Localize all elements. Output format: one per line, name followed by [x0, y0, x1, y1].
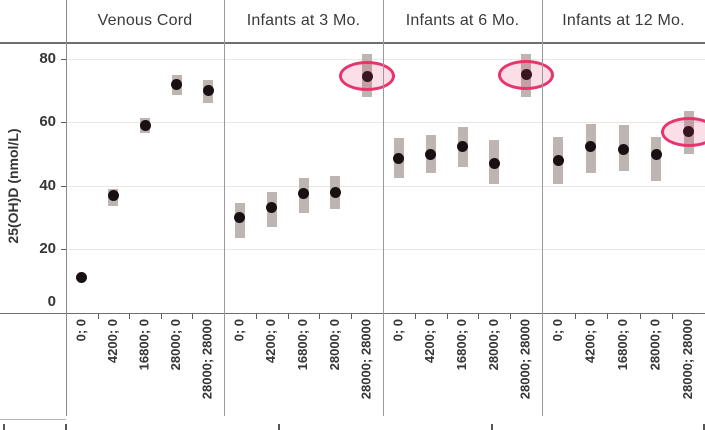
panel-title: Infants at 12 Mo.	[562, 12, 685, 29]
y-tick-label: 20	[39, 240, 56, 258]
x-axis-tick	[446, 313, 448, 319]
y-axis-tick	[61, 185, 66, 187]
x-tick-label: 28000; 0	[485, 319, 501, 371]
x-axis-tick	[607, 313, 609, 319]
y-axis-tick	[61, 58, 66, 60]
x-axis-tick	[160, 313, 162, 319]
x-axis-tick	[255, 313, 257, 319]
x-axis-tick	[574, 313, 576, 319]
x-tick-label: 28000; 0	[168, 319, 184, 371]
y-axis-tick	[61, 122, 66, 124]
data-point-dot	[457, 140, 468, 152]
y-tick-label: 60	[39, 113, 56, 131]
data-point-dot	[76, 272, 88, 284]
x-tick-label: 4200; 0	[582, 319, 598, 364]
y-tick-label: 40	[39, 176, 56, 194]
y-axis-tick	[61, 249, 66, 251]
panel-divider	[382, 0, 384, 416]
bottom-edge-tick	[491, 424, 493, 430]
data-point-dot	[650, 148, 662, 160]
data-point-dot	[488, 158, 500, 169]
panel-title: Infants at 3 Mo.	[246, 12, 361, 29]
data-point-dot	[107, 189, 119, 201]
x-axis-tick	[97, 313, 99, 319]
data-point-dot	[234, 211, 246, 223]
data-point-dot	[298, 188, 309, 200]
x-axis-tick	[414, 313, 416, 319]
x-tick-label: 0; 0	[73, 319, 89, 342]
header-separator-line	[0, 42, 705, 44]
gridline	[66, 122, 705, 124]
highlight-ellipse	[660, 116, 705, 147]
x-axis-tick	[639, 313, 641, 319]
x-tick-label: 4200; 0	[104, 319, 120, 364]
x-axis-tick	[129, 313, 131, 319]
x-tick-label: 0; 0	[390, 319, 406, 342]
x-tick-label: 4200; 0	[263, 319, 279, 364]
x-tick-label: 4200; 0	[422, 319, 438, 364]
bottom-edge-tick	[278, 424, 280, 430]
data-point-dot	[202, 85, 214, 97]
x-tick-label: 28000; 0	[647, 319, 663, 371]
y-tick-label: 0	[47, 293, 56, 310]
data-point-dot	[585, 140, 597, 152]
x-tick-label: 28000; 28000	[358, 319, 374, 400]
data-point-dot	[618, 143, 629, 155]
bottom-edge-tick	[3, 424, 5, 430]
x-axis-tick	[287, 313, 289, 319]
highlight-ellipse	[498, 59, 555, 90]
x-tick-label: 28000; 28000	[680, 319, 696, 400]
panel-title: Infants at 6 Mo.	[405, 12, 520, 29]
next-row-partial-line	[0, 419, 66, 420]
gridline	[66, 58, 705, 60]
data-point-dot	[266, 202, 278, 214]
x-tick-label: 0; 0	[549, 319, 565, 342]
gridline	[66, 249, 705, 251]
x-axis-tick	[672, 313, 674, 319]
data-point-dot	[171, 78, 183, 90]
panel-divider	[65, 0, 67, 416]
x-tick-label: 0; 0	[231, 319, 247, 342]
x-tick-label: 16800; 0	[615, 319, 630, 371]
x-axis-tick	[192, 313, 194, 319]
bottom-edge-tick	[65, 424, 67, 430]
bottom-edge-tick	[703, 424, 705, 430]
x-tick-label: 16800; 0	[454, 319, 469, 371]
x-axis-tick	[351, 313, 353, 319]
data-point-dot	[139, 119, 151, 131]
x-tick-label: 16800; 0	[295, 319, 310, 371]
x-tick-label: 28000; 28000	[199, 319, 215, 400]
x-axis-tick	[319, 313, 321, 319]
panel-divider	[223, 0, 225, 416]
gridline	[66, 185, 705, 187]
highlight-ellipse	[339, 61, 396, 92]
x-axis-tick	[510, 313, 512, 319]
x-axis-line	[0, 312, 705, 314]
x-tick-label: 28000; 0	[326, 319, 342, 371]
data-point-dot	[425, 148, 437, 160]
panel-title: Venous Cord	[97, 12, 193, 29]
x-axis-tick	[478, 313, 480, 319]
data-point-dot	[329, 186, 341, 198]
x-tick-label: 28000; 28000	[517, 319, 533, 400]
panel-divider	[541, 0, 543, 416]
x-tick-label: 16800; 0	[136, 319, 152, 371]
y-tick-label: 80	[39, 49, 56, 67]
data-point-dot	[552, 154, 564, 166]
data-point-dot	[393, 153, 405, 165]
